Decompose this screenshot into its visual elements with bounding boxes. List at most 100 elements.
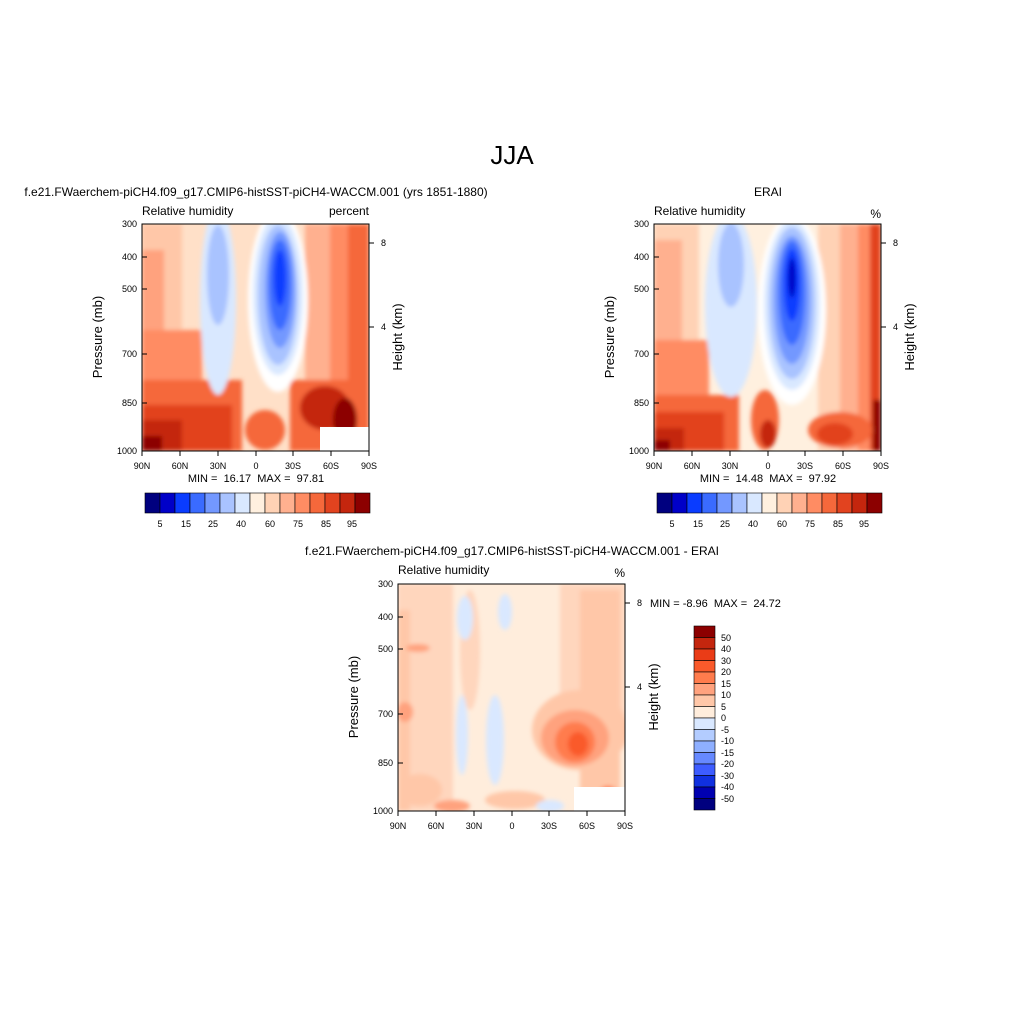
colorbar-label: 85	[833, 519, 843, 529]
y-axis-right-label: Height (km)	[902, 303, 917, 370]
y-axis-left: 300 400 500 700 850 1000	[629, 219, 659, 456]
colorbar-label: 30	[721, 656, 731, 666]
y-axis-right: 8 4	[881, 238, 898, 332]
colorbar-swatch	[219, 492, 236, 514]
x-tick-label: 60S	[323, 461, 339, 471]
colorbar-swatch	[159, 492, 176, 514]
panel-difference: f.e21.FWaerchem-piCH4.f09_g17.CMIP6-hist…	[305, 544, 781, 831]
colorbar-label: 50	[721, 633, 731, 643]
height-tick-label: 8	[637, 598, 642, 608]
colorbar-swatch	[866, 492, 883, 514]
units-label: %	[870, 207, 881, 221]
colorbar-swatch	[279, 492, 296, 514]
colorbar-swatch	[693, 729, 716, 742]
missing-data-mask	[574, 787, 625, 811]
colorbar-swatch	[656, 492, 673, 514]
colorbar-label: -10	[721, 736, 734, 746]
colorbar-swatch	[693, 625, 716, 638]
x-tick-label: 90S	[361, 461, 377, 471]
y-tick-label: 700	[378, 709, 393, 719]
min-max-stats: MIN = 16.17 MAX = 97.81	[188, 473, 324, 485]
colorbar-swatch	[693, 637, 716, 650]
panel-model: f.e21.FWaerchem-piCH4.f09_g17.CMIP6-hist…	[24, 185, 487, 529]
colorbar-label: -50	[721, 794, 734, 804]
colorbar-label: 40	[236, 519, 246, 529]
colorbar-swatch	[693, 660, 716, 673]
y-tick-label: 300	[378, 579, 393, 589]
colorbar-swatch	[294, 492, 311, 514]
colorbar-label: 20	[721, 667, 731, 677]
colorbar-swatches	[144, 492, 371, 514]
y-tick-label: 300	[122, 219, 137, 229]
colorbar-swatch	[731, 492, 748, 514]
y-axis-right-label: Height (km)	[646, 663, 661, 730]
height-tick-label: 4	[637, 682, 642, 692]
colorbar-label: -20	[721, 759, 734, 769]
y-axis-label: Pressure (mb)	[602, 296, 617, 378]
colorbar-swatch	[701, 492, 718, 514]
x-tick-label: 60S	[835, 461, 851, 471]
colorbar-swatch	[693, 706, 716, 719]
colorbar-label: 25	[208, 519, 218, 529]
y-tick-label: 700	[122, 349, 137, 359]
colorbar: 50 40 30 20 15 10 5 0 -5 -10 -15 -20 -30…	[693, 625, 734, 811]
colorbar-swatch	[693, 717, 716, 730]
colorbar-label: -30	[721, 771, 734, 781]
units-label: %	[614, 566, 625, 580]
contour-field	[398, 584, 625, 811]
colorbar-label: 15	[693, 519, 703, 529]
colorbar-label: 75	[805, 519, 815, 529]
height-tick-label: 8	[893, 238, 898, 248]
colorbar-swatch	[693, 671, 716, 684]
colorbar-swatch	[264, 492, 281, 514]
x-tick-label: 90S	[617, 821, 633, 831]
colorbar-swatch	[791, 492, 808, 514]
y-tick-label: 300	[634, 219, 649, 229]
colorbar-swatch	[693, 786, 716, 799]
y-tick-label: 400	[122, 252, 137, 262]
contour-field	[142, 224, 369, 451]
y-axis-label: Pressure (mb)	[346, 656, 361, 738]
colorbar-label: 25	[720, 519, 730, 529]
y-tick-label: 400	[634, 252, 649, 262]
y-axis-right: 8 4	[625, 598, 642, 692]
units-label: percent	[329, 204, 370, 218]
x-tick-label: 60N	[684, 461, 701, 471]
colorbar-swatch	[693, 648, 716, 661]
y-tick-label: 850	[122, 398, 137, 408]
y-tick-label: 400	[378, 612, 393, 622]
colorbar-label: 15	[181, 519, 191, 529]
colorbar-label: 95	[859, 519, 869, 529]
x-tick-label: 30N	[722, 461, 739, 471]
min-max-stats: MIN = 14.48 MAX = 97.92	[700, 473, 836, 485]
x-tick-label: 90N	[390, 821, 407, 831]
y-tick-label: 1000	[117, 446, 137, 456]
x-tick-label: 30S	[541, 821, 557, 831]
panel-title: ERAI	[754, 185, 782, 199]
colorbar-swatch	[309, 492, 326, 514]
x-tick-label: 90S	[873, 461, 889, 471]
colorbar-swatch	[716, 492, 733, 514]
y-tick-label: 1000	[629, 446, 649, 456]
colorbar-label: -40	[721, 782, 734, 792]
colorbar-label: 85	[321, 519, 331, 529]
colorbar: 5 15 25 40 60 75 85 95	[656, 492, 883, 529]
colorbar-label: -5	[721, 725, 729, 735]
colorbar-swatch	[189, 492, 206, 514]
x-axis: 90N 60N 30N 0 30S 60S 90S	[134, 451, 377, 471]
colorbar-label: 10	[721, 690, 731, 700]
x-tick-label: 90N	[646, 461, 663, 471]
x-tick-label: 90N	[134, 461, 151, 471]
y-tick-label: 850	[378, 758, 393, 768]
variable-label: Relative humidity	[398, 563, 489, 577]
height-tick-label: 4	[893, 322, 898, 332]
colorbar-label: 0	[721, 713, 726, 723]
panel-erai: ERAI Relative humidity %	[602, 185, 917, 529]
colorbar-swatch	[144, 492, 161, 514]
colorbar-swatch	[693, 798, 716, 811]
colorbar-swatch	[686, 492, 703, 514]
y-tick-label: 500	[634, 284, 649, 294]
figure-title: JJA	[490, 140, 534, 170]
colorbar-label: 95	[347, 519, 357, 529]
x-axis: 90N 60N 30N 0 30S 60S 90S	[390, 811, 633, 831]
